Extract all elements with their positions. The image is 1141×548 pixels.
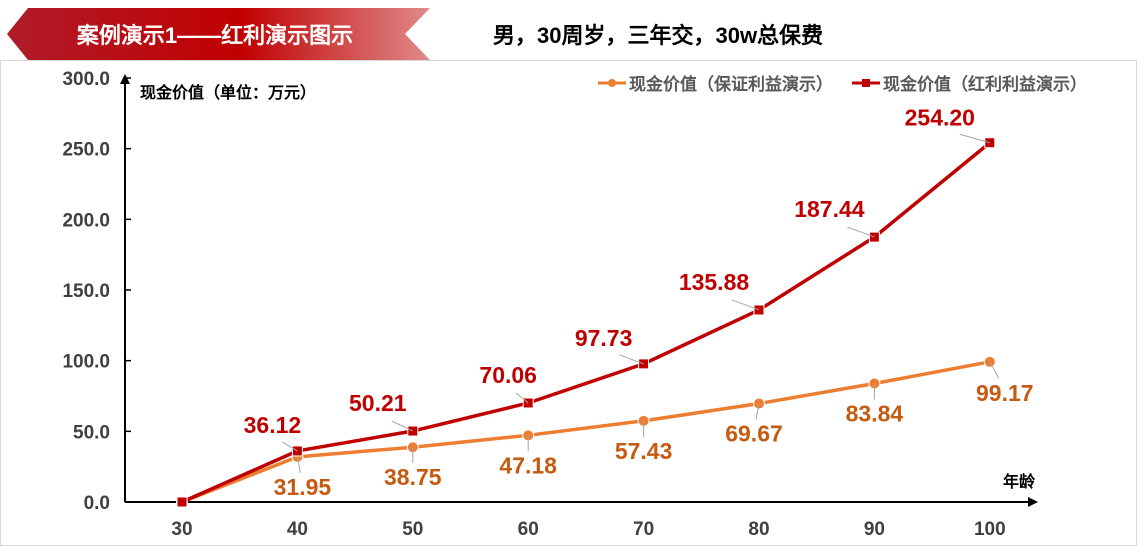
legend-label: 现金价值（红利利益演示） bbox=[883, 74, 1087, 94]
subtitle: 男，30周岁，三年交，30w总保费 bbox=[493, 23, 824, 48]
y-axis-arrow bbox=[120, 74, 130, 84]
legend-marker bbox=[862, 79, 870, 87]
leader-line bbox=[959, 133, 990, 144]
page-title: 案例演示1——红利演示图示 bbox=[76, 23, 353, 48]
data-label: 187.44 bbox=[794, 196, 865, 222]
data-label: 38.75 bbox=[384, 464, 442, 490]
y-tick-label: 200.0 bbox=[62, 210, 110, 231]
y-axis-title: 现金价值（单位：万元） bbox=[140, 83, 316, 102]
leader-line bbox=[989, 361, 1000, 379]
x-tick-label: 30 bbox=[171, 519, 192, 540]
legend-marker bbox=[608, 79, 616, 87]
data-label: 31.95 bbox=[274, 474, 332, 500]
x-tick-label: 60 bbox=[518, 519, 539, 540]
data-label: 83.84 bbox=[846, 401, 904, 427]
chart-frame bbox=[0, 60, 1137, 546]
series-line bbox=[181, 141, 991, 504]
data-label: 70.06 bbox=[479, 362, 537, 388]
leader-line bbox=[619, 354, 644, 365]
x-tick-label: 90 bbox=[864, 519, 885, 540]
legend-label: 现金价值（保证利益演示） bbox=[629, 74, 833, 94]
data-label: 69.67 bbox=[725, 421, 783, 447]
x-tick-label: 80 bbox=[748, 519, 769, 540]
y-tick-label: 250.0 bbox=[62, 140, 110, 161]
x-tick-label: 100 bbox=[974, 519, 1006, 540]
y-tick-label: 50.0 bbox=[73, 422, 110, 443]
title-banner: 案例演示1——红利演示图示 bbox=[7, 8, 430, 60]
x-tick-label: 50 bbox=[402, 519, 423, 540]
data-label: 135.88 bbox=[679, 269, 750, 295]
leader-line bbox=[391, 420, 414, 432]
x-tick-label: 70 bbox=[633, 519, 654, 540]
leader-line bbox=[296, 456, 301, 473]
y-tick-label: 100.0 bbox=[62, 352, 110, 373]
legend-item: 现金价值（保证利益演示） bbox=[598, 74, 833, 94]
x-axis-title: 年龄 bbox=[1003, 472, 1036, 491]
data-label: 254.20 bbox=[905, 105, 975, 131]
leader-line bbox=[847, 226, 875, 238]
x-axis-arrow bbox=[1028, 497, 1038, 507]
leader-line bbox=[282, 441, 298, 452]
data-label: 57.43 bbox=[615, 438, 673, 464]
legend-item: 现金价值（红利利益演示） bbox=[852, 74, 1087, 94]
data-label: 47.18 bbox=[499, 452, 557, 478]
data-label: 97.73 bbox=[575, 325, 633, 351]
data-label: 50.21 bbox=[349, 390, 407, 416]
data-label: 36.12 bbox=[244, 412, 302, 438]
leader-line bbox=[731, 299, 760, 311]
data-label: 99.17 bbox=[976, 380, 1034, 406]
y-tick-label: 300.0 bbox=[62, 69, 110, 90]
series-line bbox=[181, 360, 991, 504]
y-tick-label: 0.0 bbox=[84, 493, 110, 514]
leader-line bbox=[755, 403, 760, 420]
data-point bbox=[176, 496, 188, 508]
leader-line bbox=[515, 392, 529, 404]
x-tick-label: 40 bbox=[287, 519, 308, 540]
y-tick-label: 150.0 bbox=[62, 281, 110, 302]
